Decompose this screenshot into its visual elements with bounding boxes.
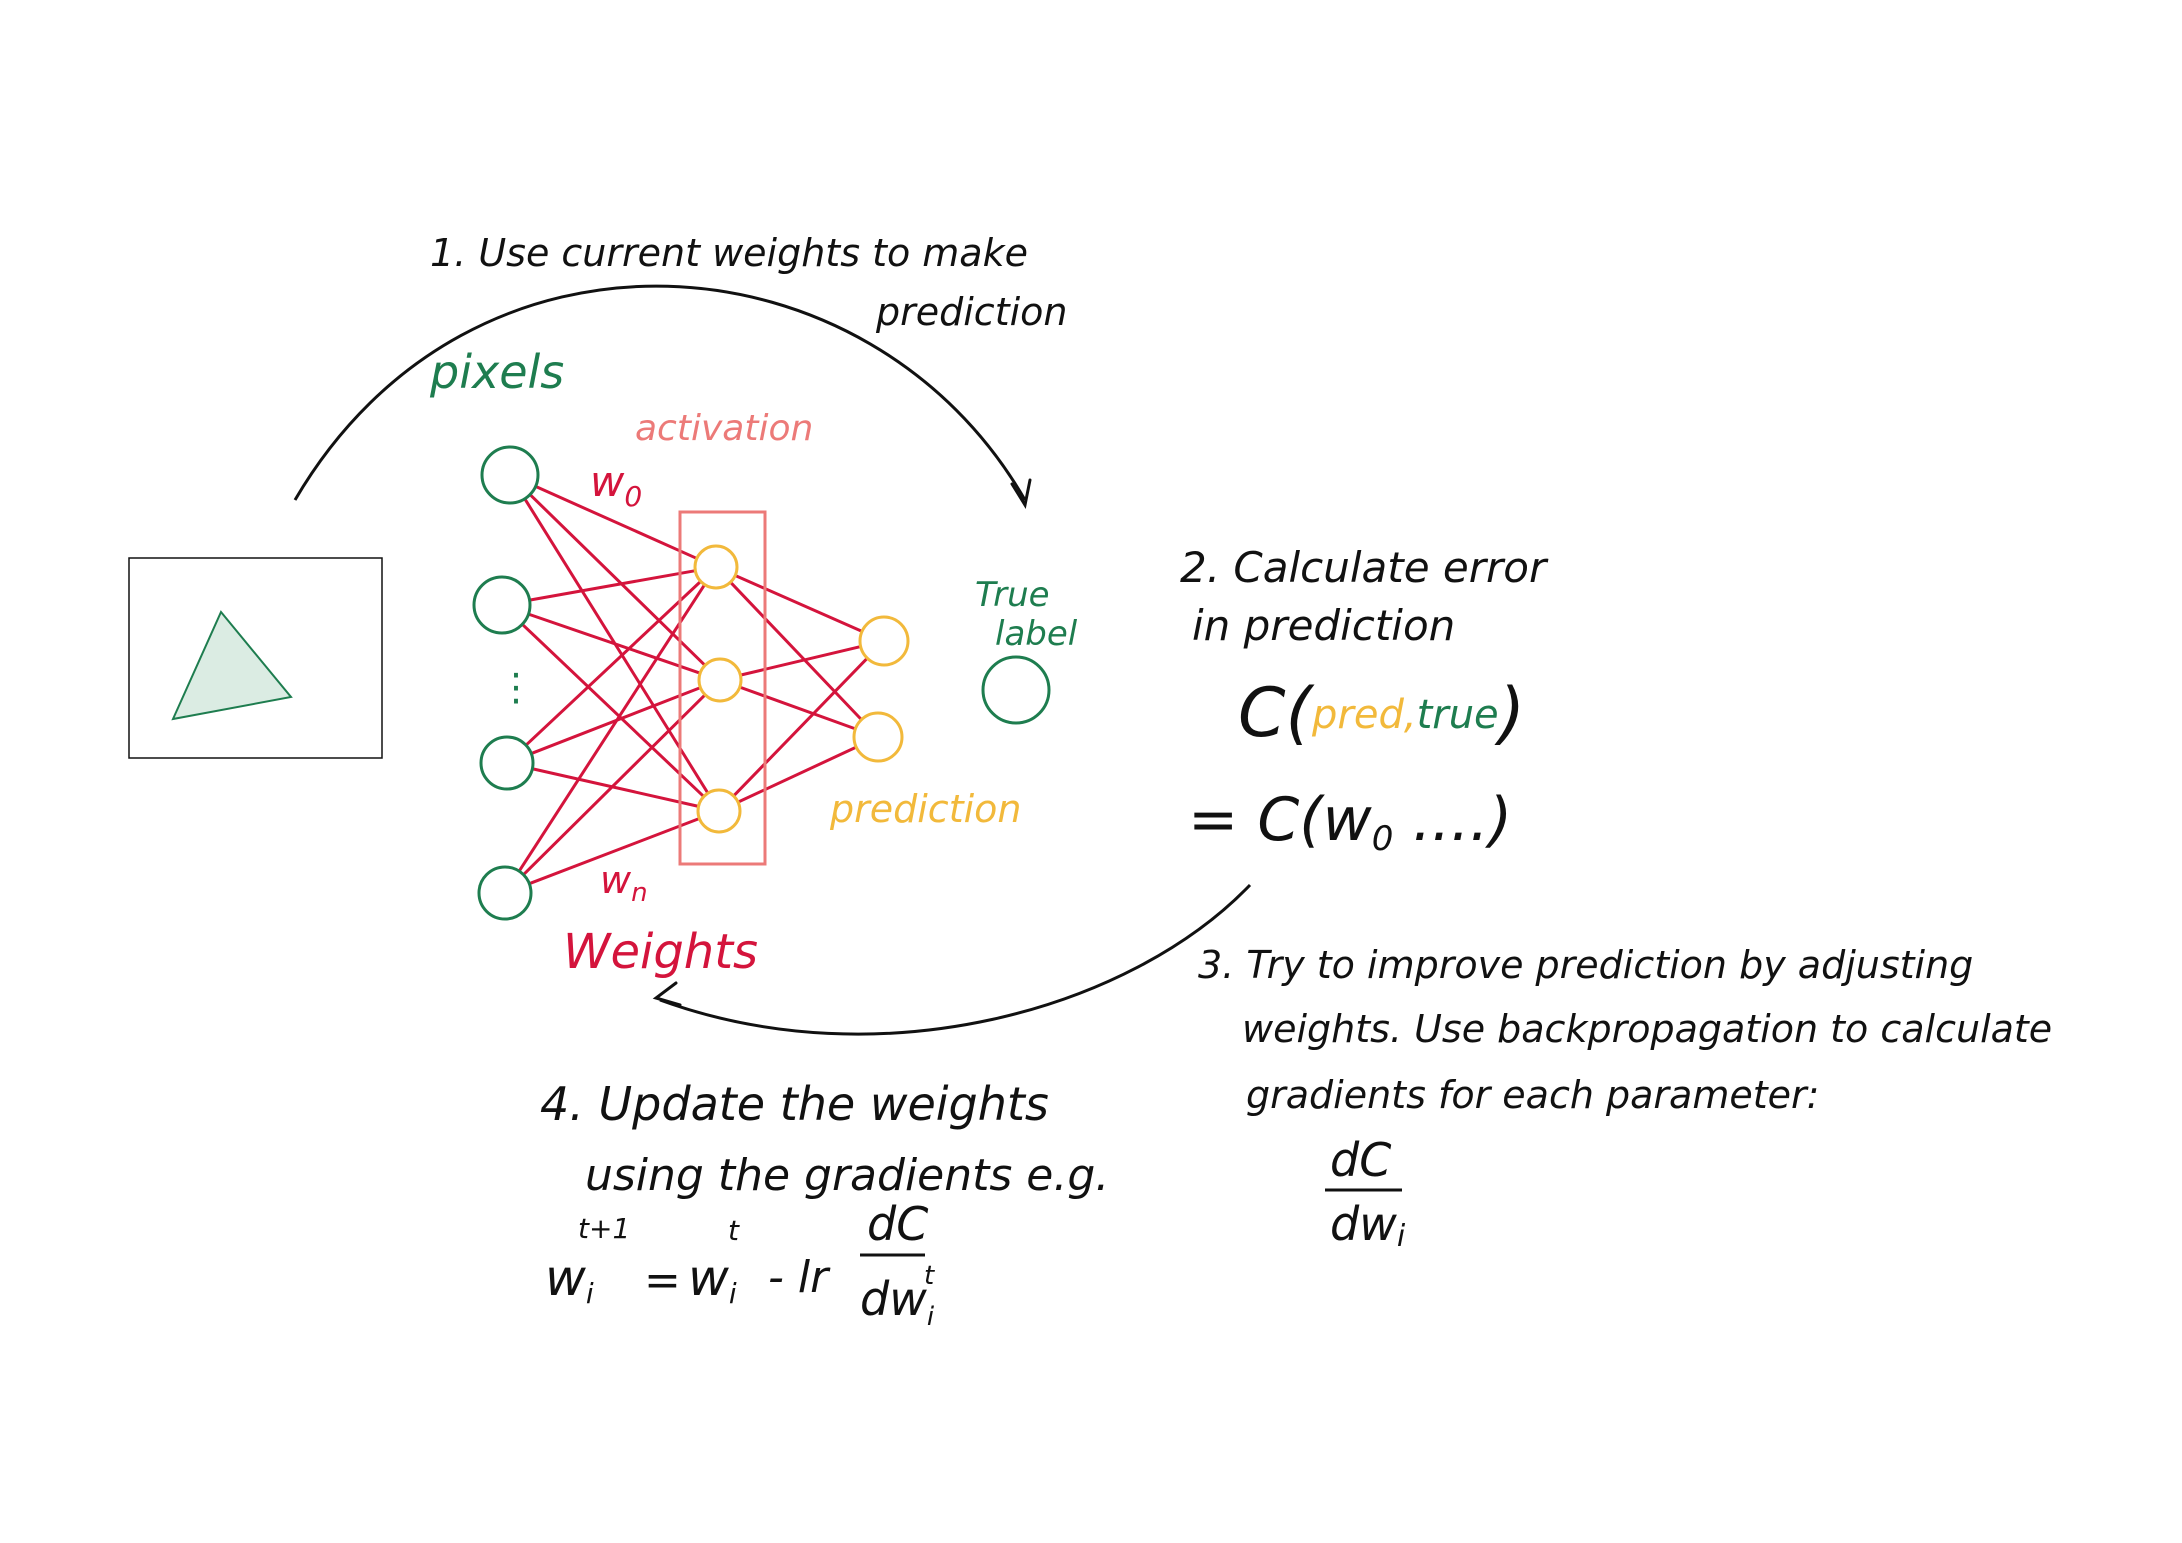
input-node (479, 735, 535, 791)
backward-arrowhead-icon (652, 981, 682, 1007)
wn-label: wn (600, 858, 648, 908)
step2-text-line1: 2. Calculate error (1180, 543, 1549, 592)
input-node (480, 445, 540, 505)
weight-edge (522, 693, 707, 876)
true-label-node (981, 655, 1051, 725)
step3-text-line1: 3. Try to improve prediction by adjustin… (1198, 943, 1973, 987)
weight-edge (532, 767, 699, 808)
input-layer (472, 445, 540, 921)
step3-text-line2: weights. Use backpropagation to calculat… (1242, 1007, 2052, 1051)
output-node (852, 711, 904, 763)
step3-text-line3: gradients for each parameter: (1246, 1073, 1819, 1117)
forward-arc (293, 284, 1027, 501)
weight-edge (528, 493, 707, 667)
hidden-layer (693, 544, 743, 834)
vertical-ellipsis-icon: ⋮ (497, 665, 535, 709)
true-label-line1: True (975, 575, 1050, 615)
step2-text-line2: in prediction (1192, 601, 1455, 650)
input-image-frame (128, 557, 383, 759)
update-rhs-superscript: t (728, 1214, 740, 1247)
gradient-denominator: dwi (1330, 1197, 1406, 1254)
weight-edge (529, 569, 696, 602)
step4-text-line2: using the gradients e.g. (585, 1150, 1109, 1201)
weight-edge (521, 623, 705, 798)
output-node (858, 615, 910, 667)
weight-edge (534, 485, 698, 560)
update-gradient-numerator: dC (867, 1197, 928, 1251)
output-layer (852, 615, 910, 763)
pixels-label: pixels (429, 345, 564, 399)
update-lhs-superscript: t+1 (578, 1212, 630, 1245)
weight-edge (737, 745, 857, 804)
gradient-numerator: dC (1330, 1133, 1391, 1187)
input-node (477, 865, 533, 921)
update-gradient-denominator: dwi (860, 1272, 935, 1332)
weight-edge (729, 581, 863, 721)
update-minus-lr: - lr (768, 1252, 831, 1303)
input-node (472, 575, 532, 635)
activation-label: activation (635, 408, 813, 449)
cost-weights-expression: = C(w0 ....) (1188, 785, 1512, 859)
weight-edge (740, 645, 861, 677)
weight-edge (528, 817, 700, 886)
hidden-node (693, 544, 739, 590)
update-lhs: wi (545, 1249, 594, 1310)
true-label-line2: label (995, 614, 1078, 654)
w0-label: w0 (590, 457, 642, 513)
weight-edge (739, 685, 856, 731)
prediction-label: prediction (829, 787, 1021, 831)
update-equals: = (644, 1255, 681, 1306)
step4-text-line1: 4. Update the weights (540, 1077, 1049, 1131)
activation-box (678, 510, 767, 866)
weight-edge (523, 497, 710, 794)
hidden-node (696, 788, 742, 834)
update-denominator-superscript: t (924, 1261, 935, 1291)
step1-text-line1: 1. Use current weights to make (430, 231, 1028, 275)
weight-edge (517, 583, 706, 872)
cost-function: C(pred,true) (1238, 674, 1525, 753)
backward-arc (659, 883, 1252, 1036)
step1-text-line2: prediction (875, 290, 1067, 334)
weight-edge (732, 657, 869, 797)
weights-label: Weights (563, 924, 758, 980)
weight-edge (734, 574, 863, 633)
forward-arrowhead-icon (1010, 478, 1032, 510)
weight-edge (524, 580, 702, 747)
weight-edge (527, 612, 701, 675)
triangle-icon (171, 610, 293, 721)
hidden-node (697, 657, 743, 703)
weight-connections (517, 485, 869, 886)
update-rhs: wi (688, 1249, 737, 1310)
